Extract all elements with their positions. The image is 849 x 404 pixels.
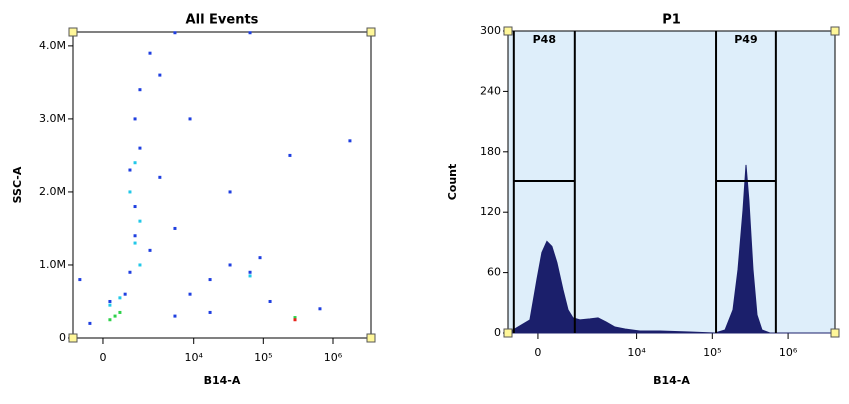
corner-handle bbox=[68, 27, 78, 37]
x-tick-label: 10⁶ bbox=[324, 351, 343, 364]
y-tick-label: 180 bbox=[480, 145, 501, 158]
event-dot bbox=[128, 168, 132, 172]
x-tick-label: 10⁶ bbox=[779, 346, 798, 359]
x-axis-label: B14-A bbox=[653, 374, 690, 387]
x-tick-label: 10⁴ bbox=[184, 351, 203, 364]
x-tick-label: 10⁴ bbox=[627, 346, 646, 359]
corner-handle bbox=[366, 333, 376, 343]
y-axis-label: Count bbox=[446, 164, 459, 201]
event-dot bbox=[288, 153, 292, 157]
chart-title: All Events bbox=[186, 13, 259, 28]
event-dot bbox=[133, 241, 137, 245]
event-dot bbox=[123, 292, 127, 296]
event-dot bbox=[248, 274, 252, 278]
y-tick-label: 3.0M bbox=[39, 112, 66, 125]
y-tick-label: 1.0M bbox=[39, 258, 66, 271]
event-dot bbox=[128, 270, 132, 274]
y-tick-label: 2.0M bbox=[39, 185, 66, 198]
event-dot bbox=[248, 270, 252, 274]
event-dot bbox=[188, 292, 192, 296]
event-dot bbox=[113, 314, 117, 318]
y-tick-label: 0 bbox=[494, 326, 501, 339]
event-dot bbox=[133, 161, 137, 165]
corner-handle bbox=[830, 328, 840, 338]
event-dot bbox=[248, 31, 252, 35]
event-dot bbox=[228, 190, 232, 194]
plot-area bbox=[72, 31, 372, 339]
x-tick-label: 0 bbox=[99, 351, 106, 364]
event-dot bbox=[173, 314, 177, 318]
event-dot bbox=[108, 303, 112, 307]
corner-handle bbox=[830, 26, 840, 36]
event-dot bbox=[78, 278, 82, 282]
event-dot bbox=[133, 117, 137, 121]
event-dot bbox=[208, 310, 212, 314]
event-dot bbox=[118, 296, 122, 300]
y-tick-label: 60 bbox=[487, 266, 501, 279]
event-dot bbox=[133, 205, 137, 209]
event-dot bbox=[108, 318, 112, 322]
y-tick-label: 300 bbox=[480, 24, 501, 37]
event-dot bbox=[268, 299, 272, 303]
corner-handle bbox=[503, 328, 513, 338]
y-tick-label: 120 bbox=[480, 205, 501, 218]
event-dot bbox=[173, 226, 177, 230]
event-dot bbox=[88, 321, 92, 325]
x-axis-label: B14-A bbox=[204, 374, 241, 387]
y-tick-label: 4.0M bbox=[39, 39, 66, 52]
plot-area bbox=[507, 30, 836, 334]
event-dot bbox=[138, 146, 142, 150]
event-dot bbox=[118, 310, 122, 314]
event-dot bbox=[148, 51, 152, 55]
event-dot bbox=[293, 316, 297, 320]
x-tick-label: 10⁵ bbox=[703, 346, 721, 359]
x-tick-label: 10⁵ bbox=[254, 351, 272, 364]
event-dot bbox=[138, 263, 142, 267]
event-dot bbox=[108, 299, 112, 303]
event-dot bbox=[138, 219, 142, 223]
corner-handle bbox=[366, 27, 376, 37]
chart-title: P1 bbox=[662, 13, 681, 28]
event-dot bbox=[128, 190, 132, 194]
event-dot bbox=[318, 307, 322, 311]
histogram-area bbox=[506, 164, 835, 334]
event-dot bbox=[148, 248, 152, 252]
event-dot bbox=[133, 234, 137, 238]
event-dot bbox=[188, 117, 192, 121]
x-tick-label: 0 bbox=[534, 346, 541, 359]
event-dot bbox=[208, 278, 212, 282]
y-tick-label: 240 bbox=[480, 84, 501, 97]
event-dot bbox=[173, 31, 177, 35]
gate-label: P48 bbox=[533, 33, 556, 46]
event-dot bbox=[348, 139, 352, 143]
event-dot bbox=[158, 73, 162, 77]
event-dot bbox=[158, 175, 162, 179]
event-dot bbox=[228, 263, 232, 267]
event-dot bbox=[258, 256, 262, 260]
event-dot bbox=[293, 318, 297, 322]
corner-handle bbox=[503, 26, 513, 36]
y-axis-label: SSC-A bbox=[11, 166, 24, 203]
y-tick-label: 0 bbox=[59, 331, 66, 344]
event-dot bbox=[138, 88, 142, 92]
gate-label: P49 bbox=[734, 33, 757, 46]
corner-handle bbox=[68, 333, 78, 343]
